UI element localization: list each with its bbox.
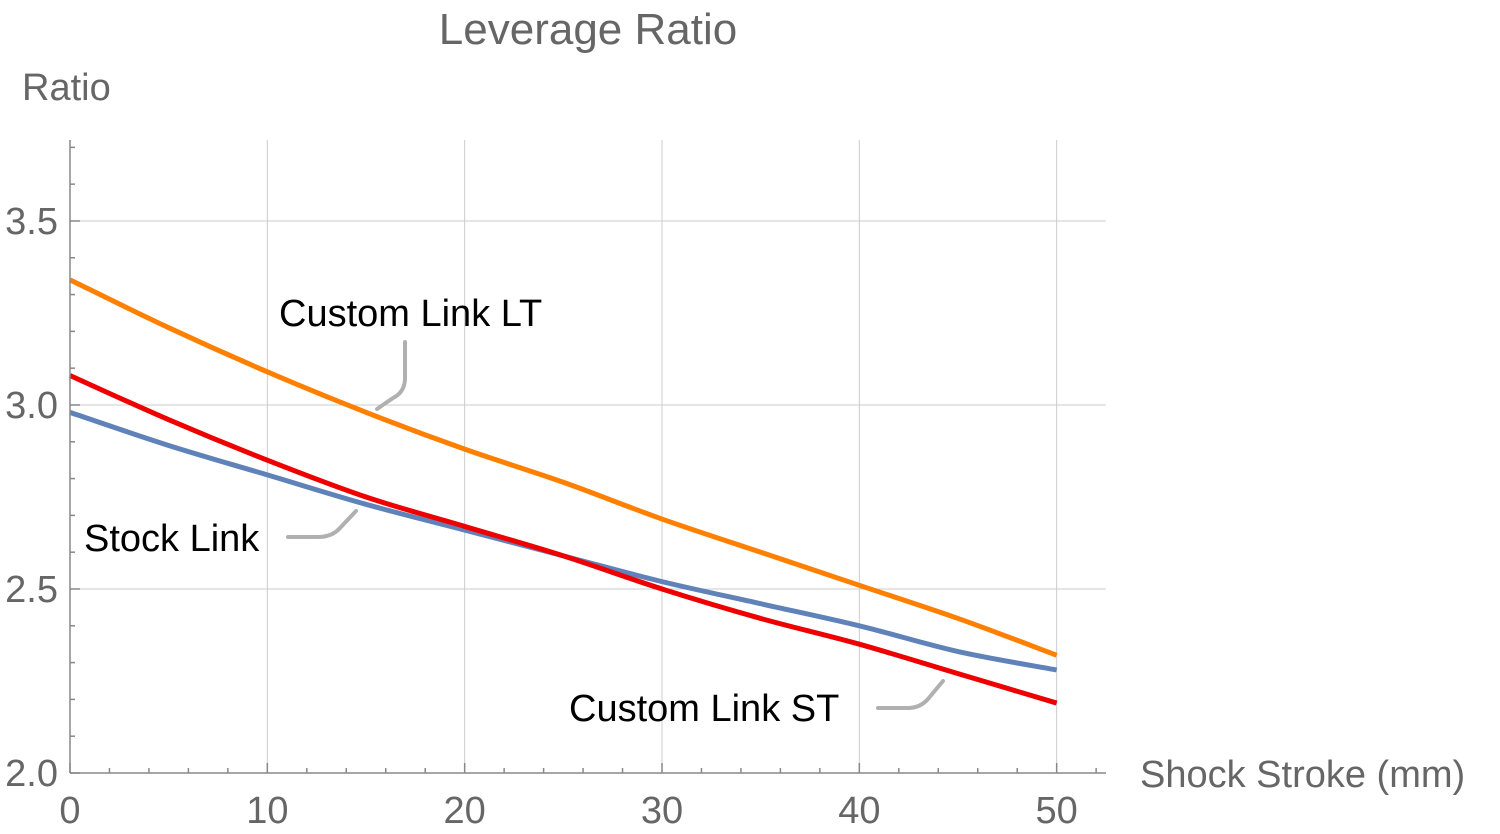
curve-custom-link-st	[68, 373, 1058, 706]
y-tick-label: 2.5	[5, 569, 58, 611]
y-tick-label: 2.0	[5, 753, 58, 795]
y-tick-label: 3.5	[5, 201, 58, 243]
y-axis-label: Ratio	[22, 67, 111, 109]
series-curves	[68, 277, 1058, 706]
leader-stock-link	[286, 509, 358, 539]
series-label-custom-link-lt: Custom Link LT	[279, 293, 542, 335]
x-tick-label: 10	[246, 790, 288, 832]
y-tick-label: 3.0	[5, 385, 58, 427]
grid	[70, 140, 1106, 773]
curve-custom-link-lt	[68, 277, 1058, 658]
y-tick-labels: 2.0 2.5 3.0 3.5	[5, 201, 58, 795]
x-tick-label: 30	[641, 790, 683, 832]
x-tick-label: 0	[59, 790, 80, 832]
x-tick-labels: 0 10 20 30 40 50	[59, 790, 1077, 832]
x-tick-label: 20	[444, 790, 486, 832]
leader-custom-link-lt	[375, 340, 407, 411]
minor-ticks	[69, 146, 1097, 774]
label-leaders	[286, 340, 945, 710]
chart-title: Leverage Ratio	[439, 5, 737, 54]
leader-custom-link-st	[876, 679, 945, 710]
x-axis-label: Shock Stroke (mm)	[1140, 754, 1465, 796]
x-tick-label: 40	[838, 790, 880, 832]
series-label-custom-link-st: Custom Link ST	[569, 688, 839, 730]
x-tick-label: 50	[1036, 790, 1078, 832]
series-label-stock-link: Stock Link	[84, 518, 260, 560]
